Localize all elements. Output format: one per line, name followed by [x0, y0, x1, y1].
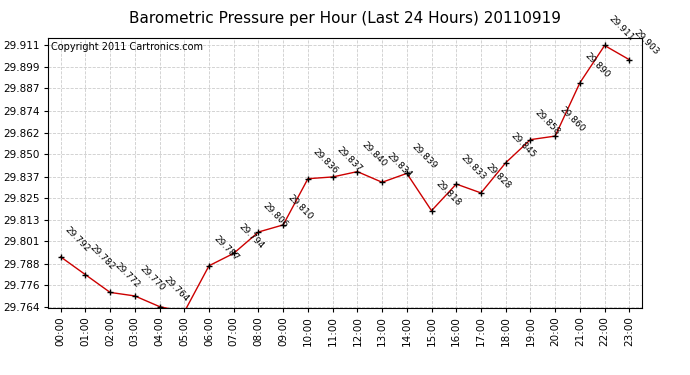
Text: 29.840: 29.840 — [360, 140, 388, 169]
Text: 29.787: 29.787 — [212, 234, 240, 263]
Text: Copyright 2011 Cartronics.com: Copyright 2011 Cartronics.com — [51, 42, 204, 51]
Text: 29.761: 29.761 — [0, 374, 1, 375]
Text: 29.806: 29.806 — [262, 201, 290, 229]
Text: 29.836: 29.836 — [310, 147, 339, 176]
Text: 29.845: 29.845 — [509, 131, 537, 160]
Text: 29.782: 29.782 — [88, 243, 117, 272]
Text: 29.764: 29.764 — [162, 275, 191, 304]
Text: 29.839: 29.839 — [410, 142, 438, 171]
Text: 29.772: 29.772 — [113, 261, 141, 290]
Text: Barometric Pressure per Hour (Last 24 Hours) 20110919: Barometric Pressure per Hour (Last 24 Ho… — [129, 11, 561, 26]
Text: 29.860: 29.860 — [558, 105, 586, 133]
Text: 29.833: 29.833 — [459, 153, 488, 181]
Text: 29.858: 29.858 — [533, 108, 562, 137]
Text: 29.890: 29.890 — [582, 51, 611, 80]
Text: 29.834: 29.834 — [385, 151, 413, 180]
Text: 29.794: 29.794 — [237, 222, 265, 251]
Text: 29.911: 29.911 — [607, 14, 636, 43]
Text: 29.828: 29.828 — [484, 162, 512, 190]
Text: 29.818: 29.818 — [434, 179, 463, 208]
Text: 29.770: 29.770 — [137, 264, 166, 293]
Text: 29.837: 29.837 — [335, 146, 364, 174]
Text: 29.903: 29.903 — [632, 28, 661, 57]
Text: 29.810: 29.810 — [286, 194, 315, 222]
Text: 29.792: 29.792 — [63, 225, 92, 254]
